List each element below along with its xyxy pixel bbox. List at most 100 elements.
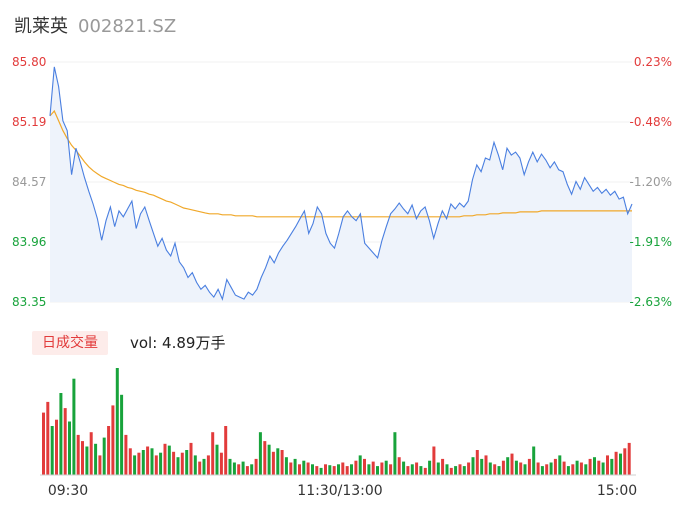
volume-bar (493, 464, 497, 475)
volume-bar (484, 455, 488, 475)
volume-bars (42, 368, 631, 476)
volume-bar (423, 467, 427, 475)
volume-bar (540, 466, 544, 475)
volume-bar (454, 466, 458, 475)
volume-bar (280, 450, 284, 475)
volume-bar (328, 465, 332, 475)
volume-bar (532, 446, 536, 475)
volume-bar (571, 464, 575, 475)
volume-bar (315, 466, 319, 475)
volume-bar (428, 460, 432, 475)
volume-bar (371, 461, 375, 475)
volume-bar (224, 426, 228, 475)
volume-bar (380, 462, 384, 475)
price-axis-labels: 85.80 85.19 84.57 83.96 83.35 (12, 55, 46, 309)
time-tick-label: 15:00 (597, 483, 637, 499)
time-tick-label: 11:30/13:00 (297, 483, 382, 499)
volume-bar (293, 458, 297, 475)
volume-bar (55, 419, 58, 475)
volume-bar (284, 457, 288, 475)
volume-bar (76, 434, 80, 475)
volume-bar (614, 451, 618, 475)
volume-bar (324, 464, 327, 475)
volume-bar (219, 452, 223, 475)
volume-bar (98, 455, 102, 475)
volume-bar (180, 452, 184, 475)
volume-bar (111, 405, 115, 475)
price-area (50, 66, 632, 303)
volume-bar (133, 455, 137, 475)
volume-bar (558, 455, 562, 475)
volume-bar (441, 458, 445, 475)
volume-bar (536, 462, 540, 475)
volume-bar (42, 412, 45, 475)
volume-bar (488, 462, 492, 475)
volume-bar (306, 462, 310, 475)
volume-bar (263, 441, 267, 475)
volume-bar (593, 457, 596, 475)
volume-bar (523, 464, 527, 475)
volume-bar (193, 455, 197, 475)
daily-volume-button[interactable]: 日成交量 (32, 331, 108, 355)
volume-value: vol: 4.89万手 (130, 334, 226, 352)
volume-bar (154, 455, 158, 475)
volume-bar (350, 464, 353, 475)
volume-bar (358, 455, 362, 475)
volume-bar (480, 458, 484, 475)
volume-bar (163, 443, 167, 475)
volume-bar (436, 462, 440, 475)
volume-bar (601, 462, 605, 475)
volume-bar (167, 445, 171, 475)
volume-bar (514, 460, 518, 475)
volume-bar (393, 432, 397, 475)
volume-bar (311, 464, 314, 475)
volume-bar (606, 455, 609, 475)
volume-bar (384, 460, 388, 475)
volume-bar (141, 450, 145, 475)
volume-bar (619, 453, 622, 475)
price-tick-label: 83.35 (12, 295, 46, 309)
volume-bar (419, 466, 423, 475)
volume-bar (237, 464, 241, 475)
percent-axis-labels: 0.23% -0.48% -1.20% -1.91% -2.63% (630, 55, 672, 309)
volume-bar (72, 378, 76, 475)
volume-bar (245, 466, 249, 475)
volume-bar (462, 466, 466, 475)
volume-bar (276, 448, 280, 476)
volume-bar (623, 448, 627, 476)
volume-bar (271, 451, 275, 475)
volume-bar (206, 455, 210, 475)
volume-bar (389, 464, 393, 475)
percent-tick-label: -2.63% (630, 295, 672, 309)
volume-bar (471, 457, 475, 475)
volume-bar (627, 442, 631, 475)
volume-bar (345, 466, 349, 475)
volume-bar (120, 394, 124, 476)
volume-bar (376, 466, 379, 475)
volume-bar (68, 421, 71, 475)
volume-bar (545, 464, 549, 475)
volume-bar (137, 452, 141, 475)
price-tick-label: 83.96 (12, 235, 46, 249)
volume-bar (254, 458, 258, 475)
volume-bar (228, 458, 232, 475)
volume-bar (198, 461, 202, 475)
average-price-line (49, 109, 632, 218)
percent-tick-label: -1.91% (630, 235, 672, 249)
volume-bar (319, 467, 323, 475)
volume-bar (432, 446, 436, 475)
volume-bar (363, 458, 366, 475)
volume-bar (102, 437, 106, 475)
volume-bar (410, 464, 414, 475)
percent-tick-label: -1.20% (630, 175, 672, 189)
volume-bar (579, 462, 583, 475)
volume-bar (610, 458, 614, 475)
stock-name: 凯莱英 (14, 16, 68, 37)
volume-bar (506, 457, 510, 475)
volume-bar (298, 464, 301, 475)
volume-bar (258, 432, 262, 475)
volume-bar (553, 458, 557, 475)
volume-bar (241, 461, 245, 475)
volume-bar (81, 441, 84, 475)
volume-bar (267, 444, 271, 475)
